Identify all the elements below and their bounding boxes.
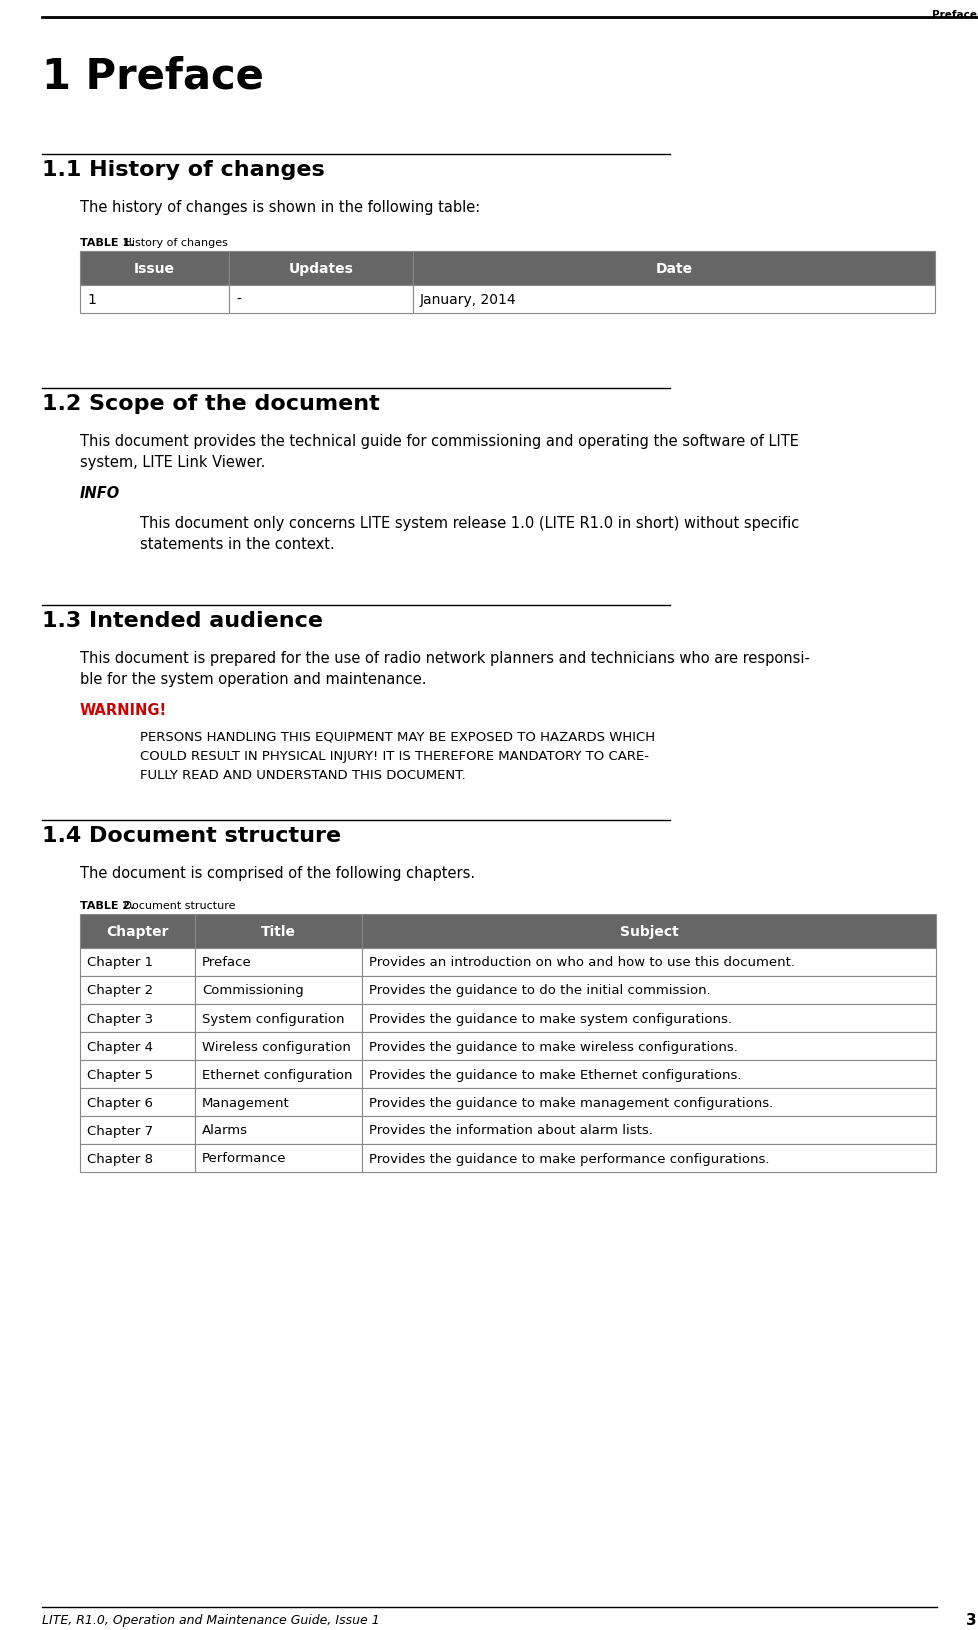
Text: Chapter 7: Chapter 7 — [87, 1123, 153, 1136]
Bar — [80, 1004, 195, 1032]
Bar — [80, 1089, 195, 1117]
Text: Chapter 6: Chapter 6 — [87, 1095, 153, 1108]
Text: Chapter 1: Chapter 1 — [87, 955, 153, 968]
Text: 1.3 Intended audience: 1.3 Intended audience — [42, 611, 323, 631]
Bar — [80, 1144, 195, 1172]
Bar — [80, 914, 195, 949]
Text: Chapter 4: Chapter 4 — [87, 1040, 153, 1053]
Text: Provides the guidance to make performance configurations.: Provides the guidance to make performanc… — [369, 1152, 769, 1165]
Text: Provides the information about alarm lists.: Provides the information about alarm lis… — [369, 1123, 652, 1136]
Text: The history of changes is shown in the following table:: The history of changes is shown in the f… — [80, 200, 480, 215]
Text: LITE, R1.0, Operation and Maintenance Guide, Issue 1: LITE, R1.0, Operation and Maintenance Gu… — [42, 1614, 379, 1627]
Text: Provides the guidance to make Ethernet configurations.: Provides the guidance to make Ethernet c… — [369, 1068, 740, 1081]
Text: Chapter 5: Chapter 5 — [87, 1068, 153, 1081]
Bar — [195, 1117, 362, 1144]
Bar — [362, 914, 935, 949]
Bar — [229, 285, 413, 315]
Bar — [80, 1061, 195, 1089]
Text: Updates: Updates — [289, 262, 353, 275]
Text: This document only concerns LITE system release 1.0 (LITE R1.0 in short) without: This document only concerns LITE system … — [140, 515, 798, 551]
Bar — [80, 1032, 195, 1061]
Text: 1 Preface: 1 Preface — [42, 55, 264, 96]
Bar — [229, 253, 413, 285]
Text: This document is prepared for the use of radio network planners and technicians : This document is prepared for the use of… — [80, 650, 809, 686]
Text: Date: Date — [654, 262, 691, 275]
Text: 1: 1 — [87, 293, 96, 306]
Bar — [195, 1032, 362, 1061]
Text: 1.1 History of changes: 1.1 History of changes — [42, 160, 325, 179]
Bar — [362, 949, 935, 976]
Bar — [195, 1004, 362, 1032]
Text: TABLE 2.: TABLE 2. — [80, 900, 134, 911]
Bar — [80, 1117, 195, 1144]
Text: Provides the guidance to make system configurations.: Provides the guidance to make system con… — [369, 1012, 732, 1025]
Text: Subject: Subject — [619, 924, 678, 939]
Bar — [195, 1144, 362, 1172]
Text: Title: Title — [261, 924, 295, 939]
Text: PERSONS HANDLING THIS EQUIPMENT MAY BE EXPOSED TO HAZARDS WHICH
COULD RESULT IN : PERSONS HANDLING THIS EQUIPMENT MAY BE E… — [140, 730, 654, 781]
Bar — [413, 253, 934, 285]
Bar — [195, 976, 362, 1004]
Bar — [80, 949, 195, 976]
Bar — [195, 1061, 362, 1089]
Text: WARNING!: WARNING! — [80, 703, 167, 717]
Text: INFO: INFO — [80, 486, 120, 500]
Text: 3: 3 — [965, 1612, 976, 1627]
Bar — [362, 1032, 935, 1061]
Bar — [362, 1089, 935, 1117]
Text: This document provides the technical guide for commissioning and operating the s: This document provides the technical gui… — [80, 434, 798, 469]
Text: 1.4 Document structure: 1.4 Document structure — [42, 825, 340, 846]
Bar — [195, 949, 362, 976]
Bar — [80, 285, 229, 315]
Text: System configuration: System configuration — [201, 1012, 344, 1025]
Bar — [80, 976, 195, 1004]
Bar — [80, 253, 229, 285]
Bar — [362, 976, 935, 1004]
Bar — [413, 285, 934, 315]
Text: TABLE 1.: TABLE 1. — [80, 238, 134, 248]
Text: Alarms: Alarms — [201, 1123, 247, 1136]
Text: -: - — [236, 293, 241, 306]
Bar — [195, 914, 362, 949]
Text: The document is comprised of the following chapters.: The document is comprised of the followi… — [80, 866, 474, 880]
Text: Preface: Preface — [201, 955, 251, 968]
Text: Chapter: Chapter — [107, 924, 168, 939]
Bar — [362, 1004, 935, 1032]
Text: Provides the guidance to do the initial commission.: Provides the guidance to do the initial … — [369, 985, 710, 998]
Text: Provides the guidance to make management configurations.: Provides the guidance to make management… — [369, 1095, 773, 1108]
Text: Preface: Preface — [931, 10, 976, 20]
Bar — [362, 1117, 935, 1144]
Text: Commissioning: Commissioning — [201, 985, 303, 998]
Text: Chapter 8: Chapter 8 — [87, 1152, 153, 1165]
Text: Provides the guidance to make wireless configurations.: Provides the guidance to make wireless c… — [369, 1040, 737, 1053]
Bar — [195, 1089, 362, 1117]
Text: Provides an introduction on who and how to use this document.: Provides an introduction on who and how … — [369, 955, 794, 968]
Text: January, 2014: January, 2014 — [420, 293, 516, 306]
Text: Management: Management — [201, 1095, 289, 1108]
Text: Chapter 2: Chapter 2 — [87, 985, 153, 998]
Text: Document structure: Document structure — [120, 900, 236, 911]
Text: Chapter 3: Chapter 3 — [87, 1012, 153, 1025]
Text: History of changes: History of changes — [120, 238, 228, 248]
Text: 1.2 Scope of the document: 1.2 Scope of the document — [42, 394, 379, 414]
Text: Wireless configuration: Wireless configuration — [201, 1040, 350, 1053]
Bar — [362, 1144, 935, 1172]
Bar — [362, 1061, 935, 1089]
Text: Issue: Issue — [134, 262, 175, 275]
Text: Ethernet configuration: Ethernet configuration — [201, 1068, 352, 1081]
Text: Performance: Performance — [201, 1152, 287, 1165]
